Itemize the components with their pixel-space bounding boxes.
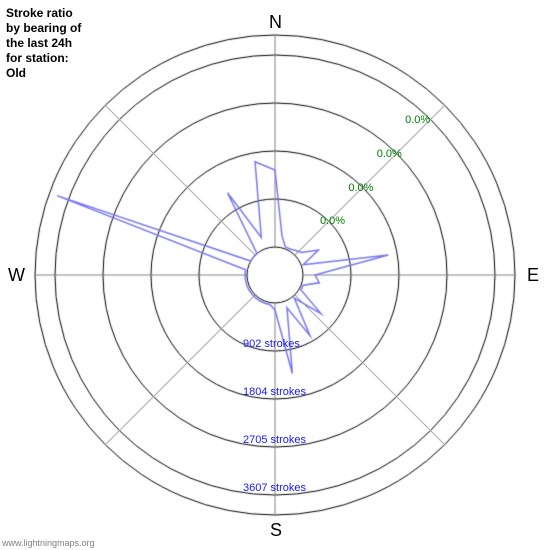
compass-w: W <box>8 265 25 286</box>
chart-title: Stroke ratio by bearing of the last 24h … <box>6 6 81 81</box>
ring-strokes-3: 2705 strokes <box>243 434 306 446</box>
compass-e: E <box>527 265 539 286</box>
ring-strokes-1: 902 strokes <box>243 338 300 350</box>
ring-pct-1: 0.0% <box>320 215 345 227</box>
footer-attribution: www.lightningmaps.org <box>2 538 95 548</box>
ring-pct-3: 0.0% <box>377 148 402 160</box>
polar-chart <box>0 0 550 550</box>
ring-strokes-4: 3607 strokes <box>243 482 306 494</box>
ring-strokes-2: 1804 strokes <box>243 386 306 398</box>
ring-pct-2: 0.0% <box>348 182 373 194</box>
compass-n: N <box>269 12 282 33</box>
compass-s: S <box>270 520 282 541</box>
ring-pct-4: 0.0% <box>405 114 430 126</box>
